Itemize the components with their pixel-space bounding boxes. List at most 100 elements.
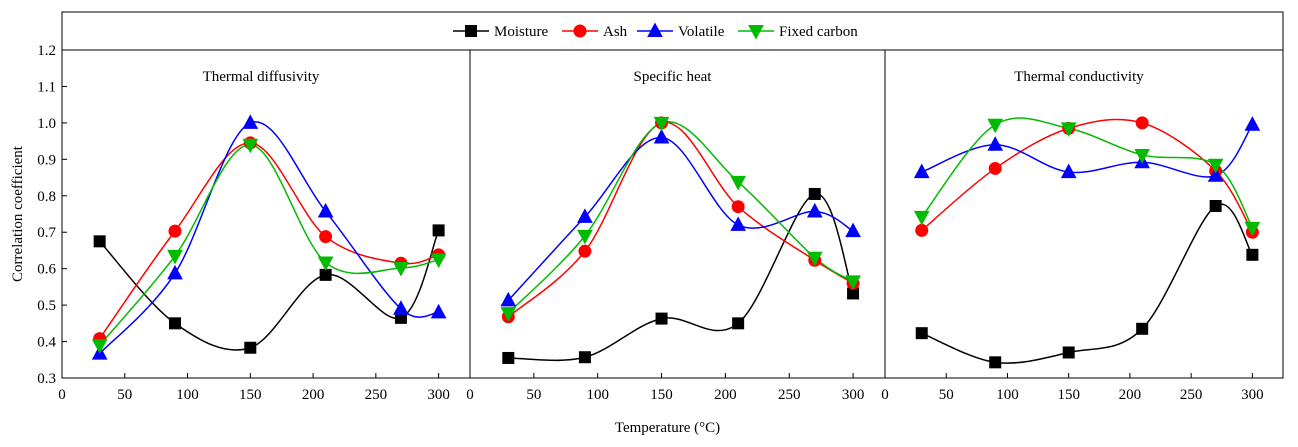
data-point-ash bbox=[168, 224, 182, 238]
y-tick-label: 0.5 bbox=[37, 298, 56, 314]
x-tick-label: 300 bbox=[427, 387, 450, 403]
data-point-moisture bbox=[989, 356, 1002, 369]
series-line-moisture bbox=[921, 203, 1254, 364]
data-point-volatile bbox=[393, 300, 409, 315]
data-point-moisture bbox=[808, 187, 821, 200]
data-point-fixed-carbon bbox=[91, 339, 108, 354]
data-point-ash bbox=[915, 223, 929, 237]
legend-label-fixed-carbon: Fixed carbon bbox=[779, 24, 858, 40]
data-point-fixed-carbon bbox=[1134, 148, 1151, 164]
y-tick-label: 1.1 bbox=[37, 79, 56, 95]
data-point-fixed-carbon bbox=[845, 275, 861, 290]
data-point-moisture bbox=[502, 351, 515, 364]
x-tick-label: 150 bbox=[1057, 387, 1080, 403]
data-point-fixed-carbon bbox=[317, 256, 334, 272]
x-tick-label: 100 bbox=[996, 387, 1019, 403]
x-tick-label: 300 bbox=[1241, 387, 1264, 403]
data-point-moisture bbox=[1136, 322, 1149, 335]
data-point-moisture bbox=[93, 235, 106, 248]
data-point-fixed-carbon bbox=[430, 253, 447, 269]
series-line-ash bbox=[507, 121, 854, 318]
data-point-ash bbox=[988, 161, 1002, 175]
x-tick-label: 150 bbox=[239, 387, 262, 403]
y-tick-label: 1.0 bbox=[37, 116, 56, 132]
data-point-ash bbox=[319, 230, 333, 244]
data-point-fixed-carbon bbox=[577, 229, 593, 245]
x-tick-label: 250 bbox=[778, 387, 801, 403]
x-tick-label: 100 bbox=[586, 387, 609, 403]
y-tick-label: 0.9 bbox=[37, 152, 56, 168]
y-tick-label: 0.3 bbox=[37, 371, 56, 387]
x-tick-label: 0 bbox=[466, 387, 474, 403]
data-point-volatile bbox=[500, 291, 517, 307]
data-point-volatile bbox=[730, 216, 746, 231]
data-point-moisture bbox=[1246, 248, 1259, 261]
data-point-moisture bbox=[578, 351, 591, 364]
panel-title-2: Specific heat bbox=[634, 69, 713, 85]
legend-label-volatile: Volatile bbox=[678, 24, 725, 40]
series-line-volatile bbox=[507, 136, 854, 301]
data-point-volatile bbox=[1244, 116, 1261, 131]
x-tick-label: 250 bbox=[365, 387, 388, 403]
x-axis-label: Temperature (°C) bbox=[615, 420, 720, 436]
data-point-volatile bbox=[1207, 167, 1224, 182]
series-line-ash bbox=[921, 118, 1254, 233]
data-point-fixed-carbon bbox=[1244, 221, 1261, 237]
x-tick-label: 0 bbox=[881, 387, 889, 403]
data-point-volatile bbox=[987, 136, 1004, 151]
panel-title-3: Thermal conductivity bbox=[1014, 69, 1144, 85]
data-point-volatile bbox=[806, 202, 823, 218]
x-tick-label: 50 bbox=[526, 387, 541, 403]
data-point-fixed-carbon bbox=[167, 249, 183, 265]
data-point-volatile bbox=[242, 114, 259, 129]
x-tick-label: 200 bbox=[1119, 387, 1142, 403]
x-tick-label: 300 bbox=[842, 387, 865, 403]
data-point-ash bbox=[578, 244, 592, 258]
data-point-fixed-carbon bbox=[1060, 122, 1077, 137]
panel-title-1: Thermal diffusivity bbox=[203, 69, 320, 85]
x-tick-label: 150 bbox=[650, 387, 673, 403]
y-tick-label: 0.8 bbox=[37, 189, 56, 205]
data-point-moisture bbox=[168, 317, 181, 330]
data-point-moisture bbox=[655, 312, 668, 325]
x-tick-label: 50 bbox=[939, 387, 954, 403]
data-point-fixed-carbon bbox=[987, 118, 1004, 134]
y-tick-label: 1.2 bbox=[37, 43, 56, 59]
y-axis-label: Correlation coefficient bbox=[10, 145, 26, 282]
x-tick-label: 50 bbox=[117, 387, 132, 403]
data-point-fixed-carbon bbox=[730, 175, 746, 191]
legend-label-moisture: Moisture bbox=[494, 24, 549, 40]
data-point-moisture bbox=[1062, 346, 1075, 359]
series-line-volatile bbox=[99, 121, 439, 355]
data-point-volatile bbox=[430, 303, 447, 319]
series-line-ash bbox=[99, 142, 439, 340]
data-point-moisture bbox=[244, 341, 257, 354]
data-point-volatile bbox=[577, 208, 593, 223]
data-point-volatile bbox=[653, 128, 670, 144]
data-point-fixed-carbon bbox=[653, 116, 670, 132]
data-point-moisture bbox=[915, 327, 928, 340]
legend-marker-fixed-carbon bbox=[748, 25, 764, 40]
data-point-volatile bbox=[845, 222, 861, 238]
x-tick-label: 200 bbox=[302, 387, 325, 403]
data-point-moisture bbox=[732, 317, 745, 330]
data-point-fixed-carbon bbox=[913, 210, 930, 226]
data-point-ash bbox=[1135, 116, 1149, 130]
series-line-moisture bbox=[99, 230, 440, 351]
data-point-volatile bbox=[317, 202, 334, 218]
data-point-volatile bbox=[913, 163, 930, 179]
y-tick-label: 0.4 bbox=[37, 335, 56, 351]
x-tick-label: 0 bbox=[58, 387, 66, 403]
x-tick-label: 250 bbox=[1180, 387, 1203, 403]
data-point-volatile bbox=[1060, 163, 1077, 179]
data-point-ash bbox=[731, 200, 745, 214]
legend-marker-ash bbox=[573, 24, 587, 38]
legend-label-ash: Ash bbox=[603, 24, 628, 40]
x-tick-label: 100 bbox=[176, 387, 199, 403]
data-point-fixed-carbon bbox=[500, 307, 517, 322]
series-line-fixed-carbon bbox=[921, 117, 1254, 229]
legend-marker-volatile bbox=[647, 22, 663, 37]
series-line-volatile bbox=[921, 124, 1254, 178]
